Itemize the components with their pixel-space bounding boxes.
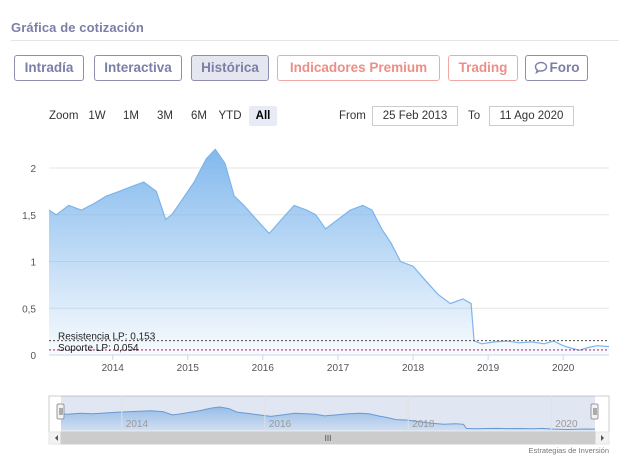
y-tick-label: 1 <box>30 258 36 269</box>
x-tick-label: 2016 <box>252 363 275 374</box>
title-divider <box>11 40 619 41</box>
x-tick-label: 2017 <box>327 363 350 374</box>
speech-bubble-icon <box>534 58 548 82</box>
zoom-1m-button[interactable]: 1M <box>123 110 139 122</box>
zoom-all-button[interactable]: All <box>249 106 277 126</box>
tab-trading[interactable]: Trading <box>448 55 518 81</box>
scroll-right-arrow-icon[interactable] <box>601 435 604 441</box>
navigator-selection[interactable] <box>61 396 595 432</box>
x-tick-label: 2019 <box>477 363 500 374</box>
to-date-input[interactable]: 11 Ago 2020 <box>489 106 574 126</box>
y-tick-label: 2 <box>30 164 36 175</box>
price-area <box>49 149 609 355</box>
tab-intrad-a[interactable]: Intradía <box>14 55 84 81</box>
scroll-left-arrow-icon[interactable] <box>55 435 58 441</box>
tab-label: Interactiva <box>104 60 172 75</box>
tab-label: Intradía <box>24 60 74 75</box>
tab-label: Histórica <box>201 60 259 75</box>
x-tick-label: 2014 <box>102 363 125 374</box>
zoom-ytd-button[interactable]: YTD <box>218 110 242 122</box>
navigator-tick-label: 2018 <box>412 419 435 430</box>
navigator-line <box>60 406 596 431</box>
scrollbar-thumb[interactable] <box>60 431 596 445</box>
from-label: From <box>339 110 366 122</box>
zoom-3m-button[interactable]: 3M <box>157 110 173 122</box>
resistance-label: Resistencia LP: 0,153 <box>58 332 156 343</box>
tab-hist-rica[interactable]: Histórica <box>191 55 269 81</box>
tab-label: Foro <box>549 60 580 75</box>
x-tick-label: 2015 <box>177 363 200 374</box>
from-date-input[interactable]: 25 Feb 2013 <box>372 106 458 126</box>
zoom-6m-button[interactable]: 6M <box>191 110 207 122</box>
price-line <box>48 148 610 351</box>
zoom-label: Zoom <box>49 110 79 122</box>
chart-credit: Estrategias de Inversión <box>528 446 609 455</box>
navigator-tick-label: 2020 <box>555 419 578 430</box>
tab-interactiva[interactable]: Interactiva <box>94 55 182 81</box>
navigator-tick-label: 2016 <box>269 419 292 430</box>
navigator-tick-label: 2014 <box>126 419 149 430</box>
to-label: To <box>468 110 481 122</box>
y-tick-label: 0 <box>30 351 36 362</box>
scrollbar-grip-icon: III <box>325 434 332 443</box>
zoom-1w-button[interactable]: 1W <box>88 110 106 122</box>
x-tick-label: 2018 <box>402 363 425 374</box>
tab-foro[interactable]: Foro <box>525 55 588 81</box>
tab-indicadores-premium[interactable]: Indicadores Premium <box>277 55 440 81</box>
support-label: Soporte LP: 0,054 <box>58 343 139 354</box>
x-tick-label: 2020 <box>552 363 575 374</box>
tab-label: Indicadores Premium <box>289 60 428 75</box>
y-tick-label: 1,5 <box>22 211 36 222</box>
y-tick-label: 0,5 <box>22 304 36 315</box>
section-title: Gráfica de cotización <box>11 20 144 35</box>
tab-label: Trading <box>458 60 508 75</box>
